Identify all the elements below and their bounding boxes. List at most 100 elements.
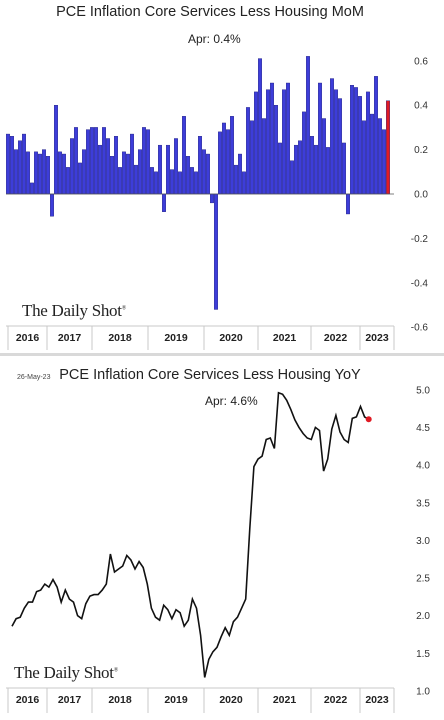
yoy-x-tick-label: 2017 [58, 694, 82, 706]
mom-bar [62, 153, 66, 195]
mom-bar [222, 122, 226, 195]
mom-x-tick-label: 2022 [324, 332, 348, 344]
yoy-y-tick-label: 2.5 [416, 574, 430, 585]
mom-latest-annotation: Apr: 0.4% [188, 32, 241, 46]
mom-y-tick-label: 0.2 [414, 145, 428, 156]
mom-bar [334, 89, 338, 195]
yoy-x-tick-label: 2023 [365, 694, 389, 706]
yoy-y-tick-label: 3.0 [416, 536, 430, 547]
yoy-x-axis: 2016 2017 2018 2019 2020 2021 2022 2023 [6, 687, 395, 713]
mom-chart-title: PCE Inflation Core Services Less Housing… [56, 4, 364, 20]
mom-y-tick-label: -0.2 [411, 234, 429, 245]
mom-bar [214, 193, 218, 310]
mom-bar [22, 133, 26, 195]
mom-bar [346, 193, 350, 215]
yoy-y-tick-label: 4.5 [416, 423, 430, 434]
yoy-y-axis: 5.0 4.5 4.0 3.5 3.0 2.5 2.0 1.5 1.0 [416, 385, 430, 697]
mom-x-tick-label: 2020 [219, 332, 243, 344]
mom-bar [74, 127, 78, 195]
mom-bar [138, 149, 142, 195]
mom-bar [130, 133, 134, 195]
mom-bar [118, 167, 122, 195]
mom-bar [314, 144, 318, 195]
mom-bar [238, 153, 242, 195]
mom-bar [110, 156, 114, 195]
mom-bar [70, 138, 74, 195]
mom-bar [162, 193, 166, 212]
mom-bar [246, 107, 250, 195]
mom-y-tick-label: -0.6 [411, 323, 429, 334]
mom-bar [58, 151, 62, 195]
mom-bar [282, 89, 286, 195]
mom-bar-latest [386, 100, 390, 195]
mom-bar [274, 104, 278, 195]
mom-x-tick-label: 2021 [273, 332, 297, 344]
mom-bar [230, 116, 234, 195]
mom-chart-panel: 0.6 0.4 0.2 0.0 -0.2 -0.4 -0.6 2016 2017 2018 201… [0, 0, 444, 352]
mom-bar [42, 149, 46, 195]
mom-y-tick-label: 0.4 [414, 101, 428, 112]
mom-bar [210, 193, 214, 204]
mom-bar [330, 78, 334, 195]
mom-bar [6, 133, 10, 195]
mom-bar [178, 171, 182, 195]
yoy-x-tick-label: 2019 [164, 694, 188, 706]
yoy-latest-point [365, 416, 372, 423]
yoy-y-tick-label: 1.0 [416, 687, 430, 698]
mom-bar [146, 129, 150, 195]
yoy-y-tick-label: 2.0 [416, 611, 430, 622]
mom-bar [378, 118, 382, 195]
yoy-brand-reg-mark: ® [113, 667, 119, 674]
mom-bar [134, 164, 138, 195]
yoy-y-tick-label: 1.5 [416, 649, 430, 660]
mom-y-axis: 0.6 0.4 0.2 0.0 -0.2 -0.4 -0.6 [411, 56, 429, 333]
mom-y-tick-label: 0.0 [414, 190, 428, 201]
mom-brand-reg-mark: ® [121, 305, 127, 312]
yoy-chart-panel: 5.0 4.5 4.0 3.5 3.0 2.5 2.0 1.5 1.0 2016 2017 2018… [0, 358, 444, 720]
yoy-chart-title: PCE Inflation Core Services Less Housing… [59, 367, 361, 383]
mom-bar [186, 156, 190, 195]
mom-bar [142, 127, 146, 195]
mom-bar [354, 87, 358, 195]
mom-bar [90, 127, 94, 195]
mom-x-tick-label: 2023 [365, 332, 389, 344]
mom-bar [166, 144, 170, 195]
mom-bar [30, 182, 34, 195]
mom-bar [154, 171, 158, 195]
mom-bar [258, 58, 262, 195]
mom-bar [82, 149, 86, 195]
mom-x-axis: 2016 2017 2018 2019 2020 2021 2022 2023 [6, 325, 395, 350]
mom-bar [338, 98, 342, 195]
mom-bar [342, 142, 346, 195]
mom-bar [278, 142, 282, 195]
yoy-x-tick-label: 2021 [273, 694, 297, 706]
yoy-latest-annotation: Apr: 4.6% [205, 394, 258, 408]
mom-bar [194, 171, 198, 195]
mom-bar [298, 140, 302, 195]
yoy-x-tick-label: 2018 [108, 694, 132, 706]
mom-x-tick-label: 2016 [16, 332, 40, 344]
mom-bar [86, 129, 90, 195]
mom-bar [266, 89, 270, 195]
mom-bar [294, 144, 298, 195]
mom-bar [382, 129, 386, 195]
mom-bar [54, 104, 58, 195]
mom-bar [358, 96, 362, 195]
mom-bar [18, 140, 22, 195]
yoy-x-tick-label: 2020 [219, 694, 243, 706]
mom-bar [218, 131, 222, 195]
mom-chart: 0.60.40.20.0-0.2-0.4-0.6 2016 2017 2018 201… [6, 56, 429, 350]
mom-bar [78, 162, 82, 195]
mom-bar [106, 138, 110, 195]
mom-brand-logo: The Daily Shot® [22, 301, 126, 321]
mom-bar [26, 151, 30, 195]
mom-bar [206, 153, 210, 195]
mom-x-tick-label: 2019 [164, 332, 188, 344]
yoy-x-tick-label: 2022 [324, 694, 348, 706]
mom-brand-text: The Daily Shot [22, 301, 122, 320]
mom-bar [202, 149, 206, 195]
mom-bars-group [6, 56, 394, 310]
yoy-x-tick-label: 2016 [16, 694, 40, 706]
mom-bar [182, 116, 186, 195]
mom-bar [50, 193, 54, 217]
